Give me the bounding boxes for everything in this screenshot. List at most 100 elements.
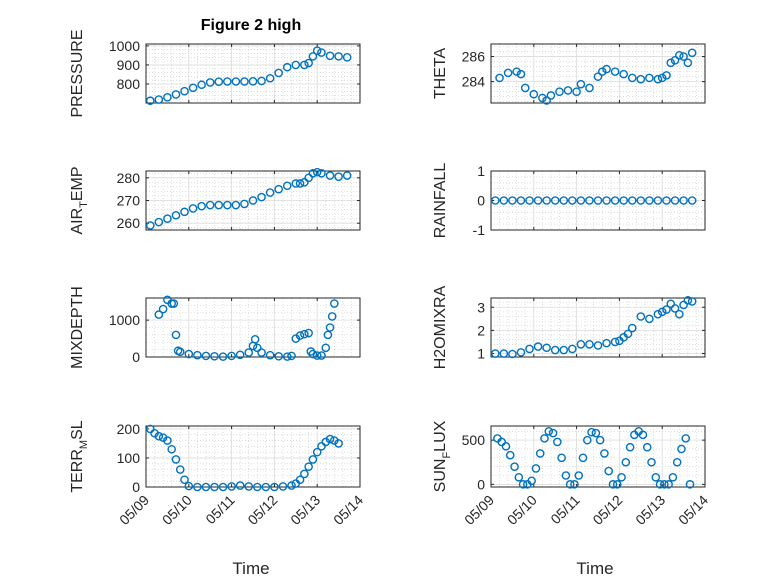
y-tick-label: 900	[117, 57, 141, 73]
data-point	[312, 447, 322, 457]
data-point	[602, 196, 611, 205]
data-point	[600, 449, 609, 458]
data-point	[240, 77, 249, 86]
figure-title: Figure 2 high	[201, 17, 301, 34]
data-point	[171, 210, 181, 220]
data-point	[291, 179, 301, 188]
data-point	[576, 196, 586, 205]
data-point	[508, 196, 517, 205]
data-point	[653, 74, 663, 84]
data-point	[154, 95, 164, 104]
data-point	[672, 457, 682, 467]
data-point	[180, 207, 189, 217]
data-point	[542, 96, 551, 105]
data-point	[670, 56, 680, 65]
data-point	[645, 196, 654, 205]
data-point	[585, 339, 594, 349]
data-point	[218, 482, 228, 492]
data-point	[645, 73, 654, 83]
data-point	[636, 74, 646, 84]
data-point	[227, 482, 236, 491]
data-point	[154, 217, 164, 227]
data-point	[542, 196, 551, 205]
data-point	[163, 436, 172, 445]
y-tick-label: 1000	[109, 312, 140, 328]
data-point	[687, 48, 697, 58]
data-point	[306, 347, 316, 356]
data-point	[274, 351, 283, 361]
y-axis-label-main: SUN	[432, 459, 449, 493]
data-point	[610, 196, 620, 205]
data-point	[653, 196, 663, 205]
data-point	[636, 312, 646, 321]
data-point	[662, 71, 671, 80]
data-point	[308, 52, 318, 61]
data-point	[501, 442, 511, 451]
data-point	[317, 442, 326, 451]
data-point	[197, 80, 206, 90]
data-point	[304, 462, 313, 471]
data-point	[252, 482, 262, 492]
data-point	[535, 449, 545, 458]
data-point	[321, 343, 331, 353]
data-point	[257, 192, 266, 202]
data-point	[638, 430, 648, 440]
y-axis-label-rest: SL	[69, 420, 86, 440]
data-point	[604, 466, 614, 476]
data-point	[647, 457, 656, 467]
data-point	[660, 480, 669, 489]
data-point	[527, 476, 536, 486]
y-axis-label-main: PRESSURE	[69, 29, 86, 117]
y-axis-label-main: THETA	[432, 48, 449, 100]
y-axis-label: H2OMIXRA	[432, 285, 449, 369]
data-point	[325, 51, 335, 61]
data-point	[602, 338, 611, 348]
data-point	[312, 351, 322, 360]
data-point	[291, 60, 301, 70]
data-point	[154, 310, 164, 319]
data-point	[623, 329, 633, 339]
data-point	[282, 181, 292, 191]
y-tick-label: 260	[117, 215, 141, 231]
data-point	[295, 331, 305, 340]
data-point	[548, 428, 558, 438]
data-point	[248, 196, 258, 205]
data-point	[495, 73, 504, 83]
data-point	[557, 453, 566, 463]
data-point	[675, 309, 684, 319]
data-point	[499, 349, 509, 358]
data-point	[171, 90, 181, 99]
data-point	[503, 68, 513, 78]
data-point	[214, 200, 224, 210]
y-tick-label: -1	[473, 222, 486, 238]
data-point	[621, 457, 631, 467]
data-point	[516, 69, 526, 79]
data-point	[193, 482, 202, 492]
axes-box	[490, 297, 706, 358]
data-point	[201, 351, 211, 361]
data-point	[568, 344, 577, 354]
data-point	[681, 434, 691, 443]
y-tick-label: 1000	[109, 38, 140, 54]
data-point	[334, 439, 343, 448]
data-point	[231, 200, 241, 210]
y-tick-label: 284	[462, 74, 486, 90]
data-point	[317, 351, 326, 360]
data-point	[184, 481, 194, 491]
data-point	[683, 58, 693, 68]
data-point	[516, 348, 526, 357]
data-point	[542, 343, 551, 353]
data-point	[666, 299, 676, 309]
data-point	[529, 89, 539, 99]
data-point	[497, 437, 507, 447]
data-point	[612, 480, 622, 489]
data-point	[627, 323, 637, 333]
data-point	[655, 480, 665, 489]
data-point	[282, 62, 292, 72]
data-point	[171, 330, 181, 340]
data-point	[218, 352, 228, 361]
data-point	[505, 450, 515, 460]
data-point	[619, 196, 628, 205]
